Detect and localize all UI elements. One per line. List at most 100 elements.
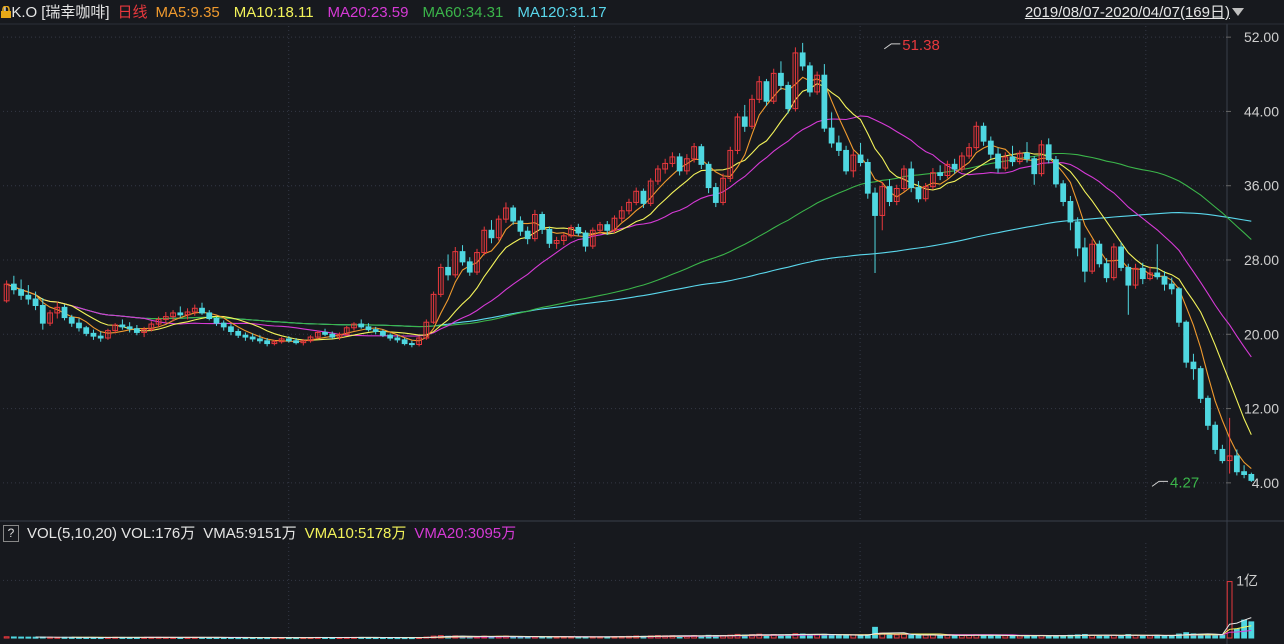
candle-body (235, 331, 242, 336)
candle-body (105, 330, 111, 339)
volume-bar (1176, 633, 1182, 639)
volume-bar (1096, 635, 1103, 639)
candle-body (32, 298, 39, 306)
stock-name-label: [瑞幸咖啡] (41, 4, 110, 21)
candle-body (148, 323, 155, 331)
candle-body (191, 307, 198, 313)
candle-body (727, 149, 734, 179)
candle-body (698, 146, 705, 165)
candle-body (792, 52, 799, 110)
candle-body (886, 186, 893, 202)
candle-body (1154, 272, 1161, 278)
candle-body (199, 307, 205, 314)
candle-body (1081, 247, 1088, 272)
volume-bar (995, 635, 1001, 639)
volume-bar (1226, 581, 1233, 639)
volume-bar (1219, 634, 1226, 639)
candle-body (720, 177, 726, 203)
volume-bar (886, 633, 893, 639)
candle-body (807, 65, 813, 93)
candle-body (445, 266, 451, 276)
volume-bar (987, 635, 994, 639)
vol-indicator-label[interactable]: VOL(5,10,20) (27, 525, 118, 542)
candle-body (228, 326, 234, 333)
date-range-label[interactable]: 2019/08/07-2020/04/07(169日) (1024, 4, 1230, 21)
high-price-label: 51.38 (902, 37, 940, 54)
period-label[interactable]: 日线 (117, 4, 148, 21)
volume-bar (872, 626, 878, 639)
candle-body (785, 84, 792, 110)
ma60-line (57, 152, 1252, 328)
candle-body (372, 329, 379, 332)
candle-body (1002, 156, 1009, 169)
candle-body (835, 142, 842, 151)
candle-body (604, 224, 611, 231)
candle-body (437, 266, 444, 295)
dropdown-arrow-icon[interactable] (1232, 8, 1244, 16)
volume-bar (10, 636, 17, 639)
candle-body (466, 261, 473, 273)
candle-body (676, 156, 683, 172)
candle-body (814, 74, 821, 93)
volume-bar (3, 636, 10, 639)
vma5-label: VMA5:9151万 (203, 525, 297, 542)
candle-body (995, 153, 1001, 169)
candle-body (1110, 246, 1117, 279)
candle-body (582, 232, 589, 247)
price-tick-label: 52.00 (1244, 29, 1279, 45)
candle-body (857, 154, 864, 163)
candle-body (662, 162, 669, 170)
candle-body (1139, 267, 1146, 280)
price-tick-label: 20.00 (1244, 326, 1279, 342)
candle-body (770, 72, 777, 102)
candle-body (655, 168, 661, 182)
candle-body (712, 187, 719, 203)
candle-body (1147, 272, 1153, 280)
volume-bar (951, 635, 958, 639)
candle-body (560, 235, 567, 242)
lock-icon[interactable] (0, 6, 12, 18)
candle-body (669, 156, 676, 164)
price-header: LK.O [瑞幸咖啡] 日线 MA5:9.35 MA10:18.11 MA20:23.59… (3, 3, 621, 23)
candle-body (1009, 156, 1016, 163)
candle-body (119, 324, 126, 328)
candle-body (1031, 158, 1038, 175)
price-tick-label: 12.00 (1244, 401, 1279, 417)
candle-body (54, 306, 61, 314)
candle-body (10, 283, 17, 291)
annotation-leader (1151, 480, 1169, 487)
candle-body (597, 224, 603, 231)
candle-body (1060, 183, 1067, 203)
vma10-label: VMA10:5178万 (304, 525, 407, 542)
candle-body (517, 220, 524, 232)
candle-body (915, 187, 922, 200)
candle-body (1205, 397, 1211, 426)
candle-body (300, 340, 307, 344)
help-icon[interactable]: ? (3, 525, 19, 542)
candle-body (322, 331, 328, 335)
candle-body (749, 98, 755, 127)
volume-bar (908, 634, 915, 639)
volume-bar (843, 634, 849, 639)
volume-bar (1009, 635, 1016, 639)
candle-body (3, 283, 10, 302)
ma120-line (71, 212, 1252, 328)
candle-body (589, 229, 596, 247)
candle-body (416, 337, 422, 345)
candle-body (285, 338, 292, 342)
candle-body (329, 333, 336, 338)
candle-body (1103, 263, 1110, 279)
candle-body (423, 321, 430, 339)
volume-bar (937, 634, 944, 639)
ticker-label: LK.O (3, 4, 38, 21)
annotation-leader (883, 43, 901, 50)
ma5-label: MA5:9.35 (155, 4, 220, 21)
candle-body (1045, 144, 1052, 161)
volume-header: ? VOL(5,10,20) VOL:176万 VMA5:9151万 VMA10:517… (3, 524, 524, 544)
candle-body (510, 207, 517, 222)
vma20-label: VMA20:3095万 (414, 525, 517, 542)
volume-bar (792, 633, 799, 639)
candle-body (474, 252, 480, 273)
candle-body (973, 125, 980, 149)
